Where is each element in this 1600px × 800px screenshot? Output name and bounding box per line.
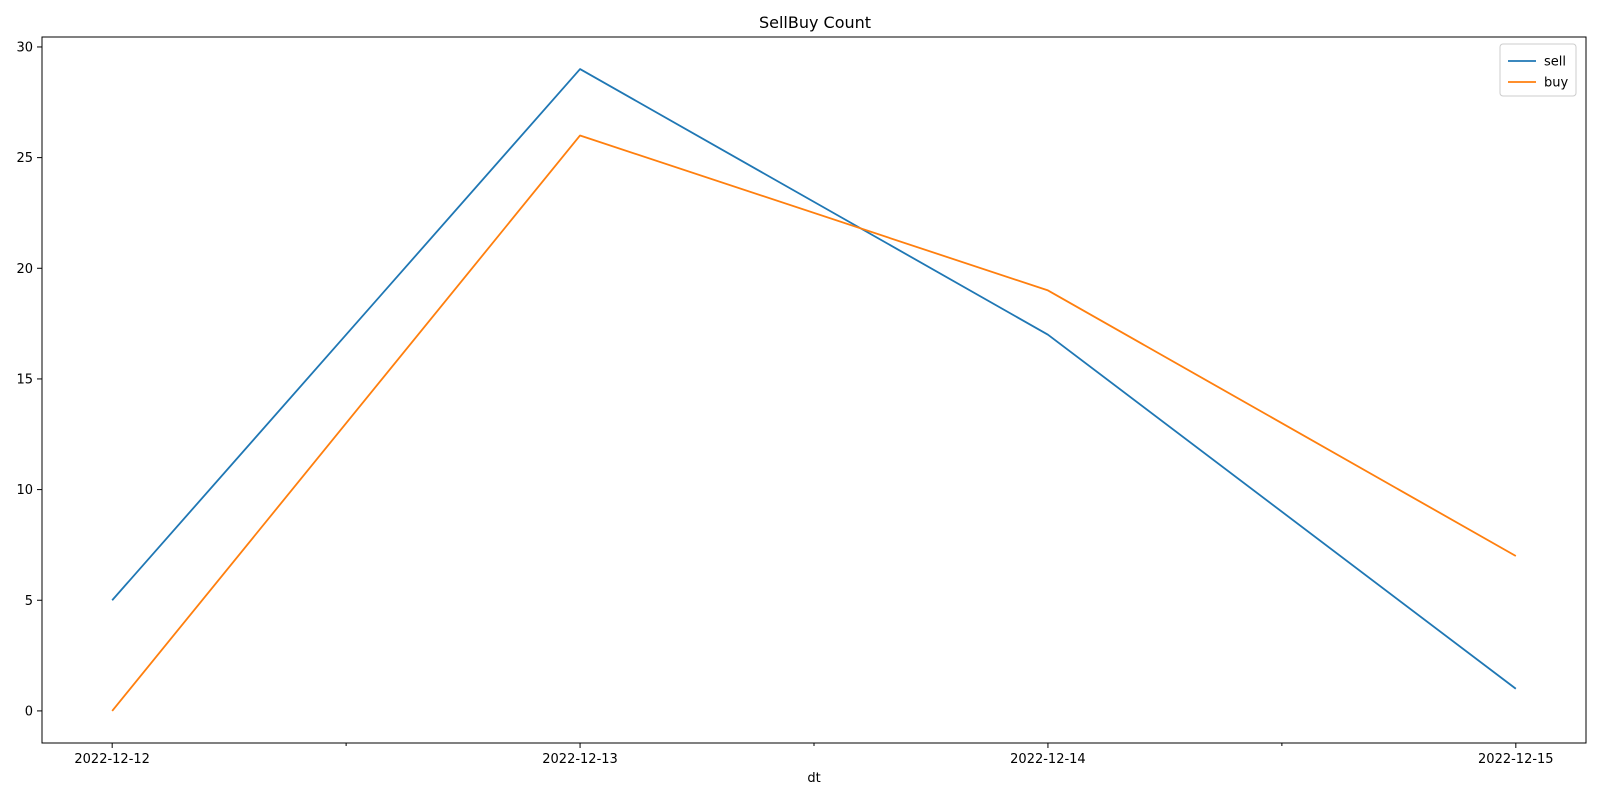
y-tick-label: 20 [16, 262, 33, 277]
y-tick-label: 25 [16, 151, 33, 166]
legend-box [1499, 43, 1577, 97]
legend-label-buy: buy [1544, 76, 1568, 91]
y-tick-label: 0 [25, 704, 33, 719]
legend-label-sell: sell [1544, 55, 1566, 70]
y-tick-label: 30 [16, 40, 33, 55]
legend: sell buy [1499, 43, 1577, 97]
x-axis-title: dt [807, 771, 820, 786]
x-tick-label: 2022-12-13 [542, 752, 618, 767]
x-tick-label: 2022-12-12 [74, 752, 150, 767]
x-tick-label: 2022-12-15 [1478, 752, 1554, 767]
x-tick-label: 2022-12-14 [1010, 752, 1086, 767]
series-line-sell [111, 68, 1517, 690]
series-line-buy [111, 134, 1517, 712]
chart-title: SellBuy Count [759, 13, 871, 32]
y-tick-label: 10 [16, 483, 33, 498]
plot-frame [41, 36, 1587, 744]
plot-area [111, 68, 1517, 712]
y-tick-label: 15 [16, 372, 33, 387]
axes: 0 5 10 15 20 25 30 2022-12-12 2022-12-13 2022-12-… [16, 36, 1587, 767]
y-tick-label: 5 [25, 594, 33, 609]
